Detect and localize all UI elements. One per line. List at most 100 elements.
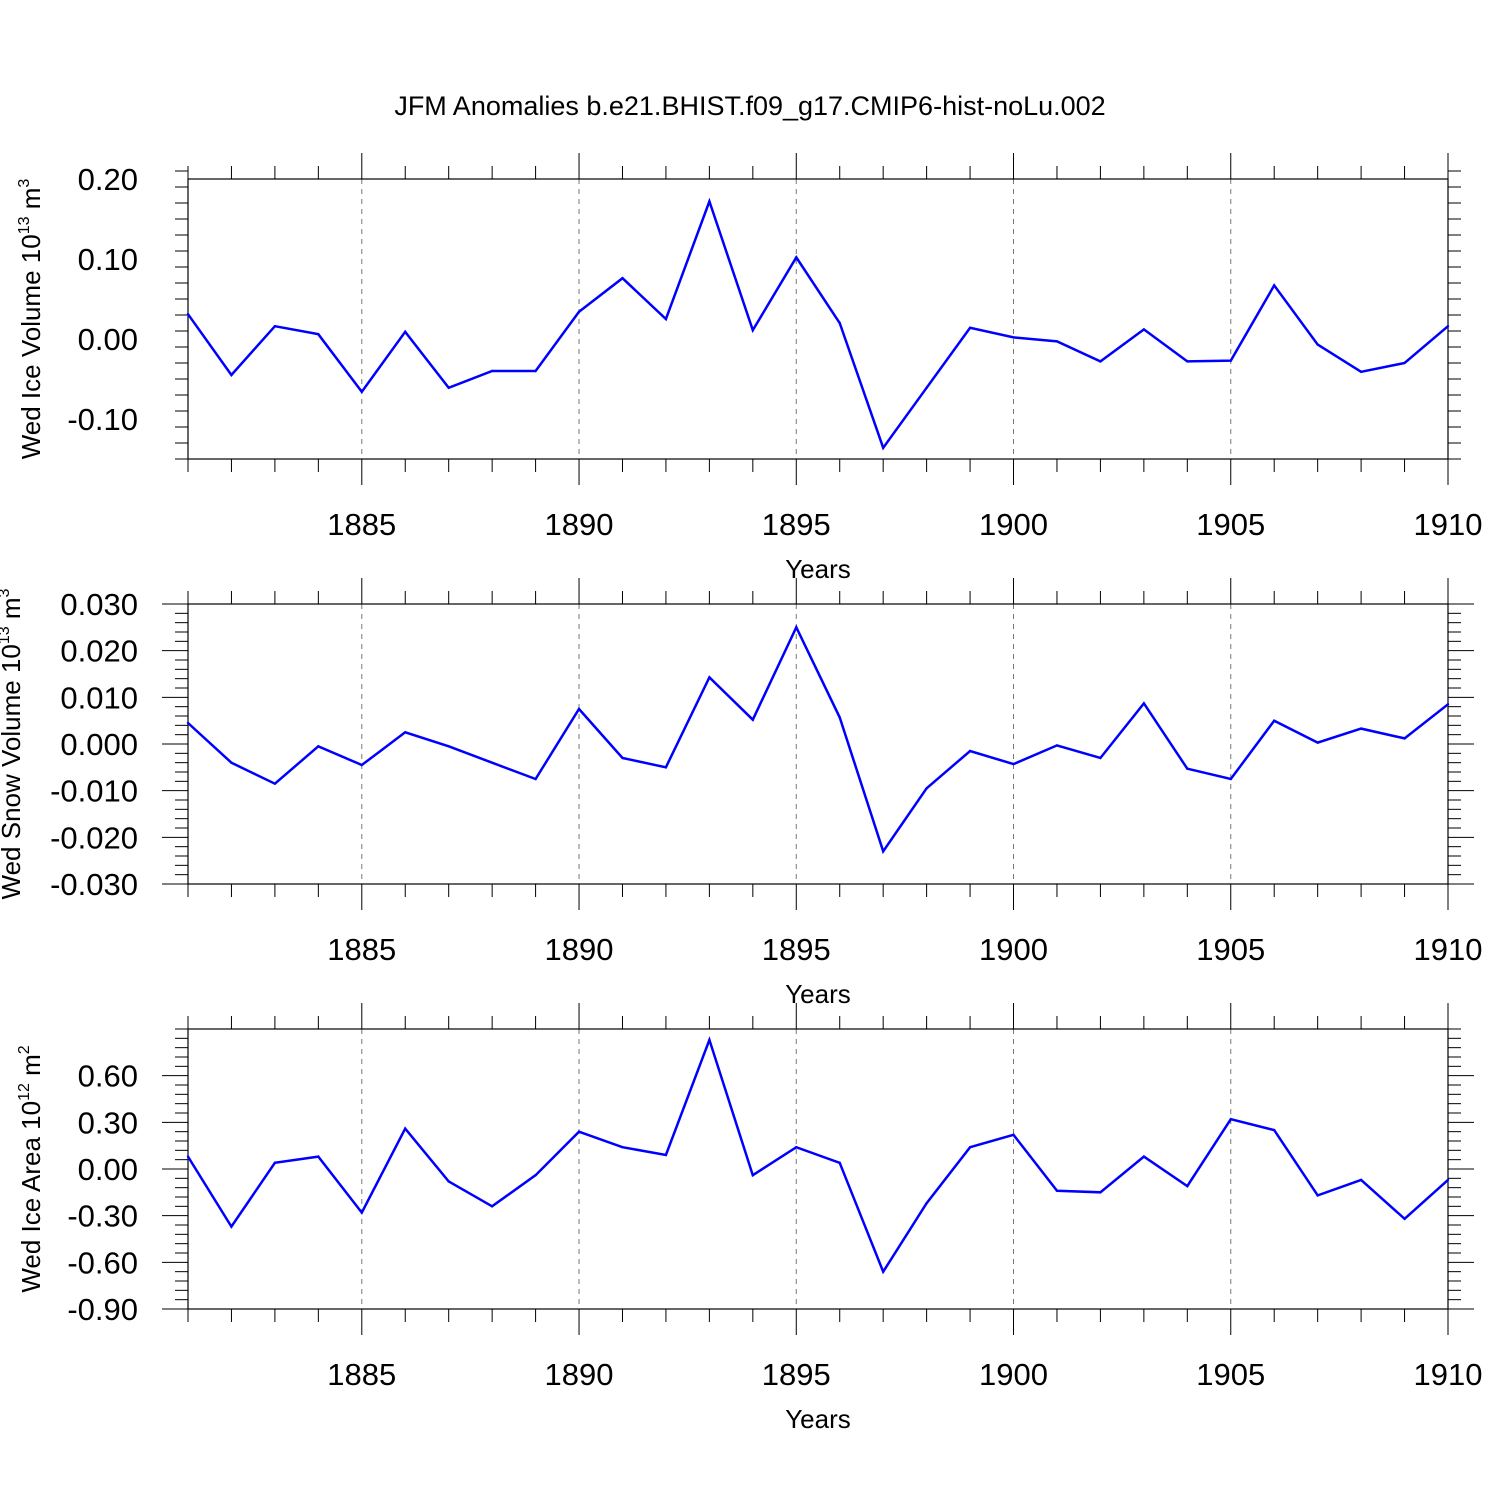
ice-area-data-point — [273, 1161, 277, 1164]
snow-volume-data-point — [273, 782, 277, 785]
ice-area-data-point — [1273, 1128, 1276, 1132]
ice-volume-data-point — [230, 373, 233, 377]
snow-volume-data-point — [664, 766, 668, 769]
snow-volume-data-point — [881, 850, 885, 853]
ice-area-data-point — [795, 1146, 798, 1149]
snow-volume-x-axis-label: Years — [785, 979, 851, 1009]
snow-volume-data-point — [1099, 756, 1102, 760]
ice-area-xtick-label: 1905 — [1196, 1357, 1265, 1392]
ice-area-ytick-label: -0.60 — [67, 1245, 138, 1280]
ice-area-data-point — [925, 1202, 928, 1205]
ice-volume-data-point — [1403, 361, 1406, 365]
ice-volume-xtick-label: 1905 — [1196, 507, 1265, 542]
snow-volume-data-point — [1446, 703, 1450, 706]
ice-volume-data-point — [881, 446, 885, 449]
snow-volume-xtick-label: 1905 — [1196, 932, 1265, 967]
ice-volume-data-point — [404, 330, 407, 333]
ice-volume-data-point — [925, 386, 928, 389]
ice-area-data-point — [1316, 1194, 1319, 1197]
snow-volume-data-point — [1229, 777, 1232, 781]
ice-volume-data-point — [1359, 370, 1363, 373]
snow-volume-data-point — [1055, 744, 1059, 747]
ice-volume-data-point — [1446, 325, 1450, 328]
ice-volume-y-axis-label: Wed Ice Volume 1013 m3 — [16, 179, 46, 460]
ice-area-ytick-label: 0.00 — [78, 1152, 138, 1187]
ice-area-y-axis-label: Wed Ice Area 1012 m2 — [16, 1045, 46, 1292]
ice-volume-data-point — [621, 277, 624, 280]
ice-area-xtick-label: 1900 — [979, 1357, 1048, 1392]
snow-volume-data-point — [751, 718, 755, 721]
snow-volume-ytick-label: 0.020 — [60, 634, 138, 669]
ice-volume-plot-frame — [187, 178, 1449, 460]
ice-area-data-point — [230, 1225, 233, 1228]
ice-volume-data-point — [1273, 284, 1276, 287]
ice-volume-data-point — [1186, 360, 1189, 363]
ice-volume-xtick-label: 1910 — [1414, 507, 1483, 542]
ice-area-data-point — [708, 1038, 711, 1042]
snow-volume-ytick-label: -0.020 — [50, 820, 138, 855]
ice-volume-x-axis-label: Years — [785, 554, 851, 584]
y-label-exponent: 12 — [16, 1083, 33, 1101]
y-label-exponent: 13 — [0, 626, 13, 644]
ice-area-data-point — [1012, 1133, 1015, 1136]
ice-area-data-point — [621, 1146, 624, 1149]
snow-volume-data-point — [534, 777, 537, 781]
ice-volume-xtick-label: 1900 — [979, 507, 1048, 542]
ice-area-data-point — [1229, 1118, 1232, 1121]
ice-volume-data-point — [751, 329, 755, 332]
ice-area-data-point — [1142, 1155, 1146, 1158]
snow-volume-data-point — [360, 763, 363, 767]
ice-volume-data-point — [186, 313, 190, 316]
ice-volume-series-line — [186, 197, 1449, 451]
y-label-text: Wed Ice Area 10 — [16, 1101, 46, 1293]
snow-volume-data-point — [186, 721, 190, 725]
snow-volume-data-point — [1273, 719, 1276, 722]
ice-area-data-point — [360, 1211, 363, 1214]
ice-volume-xtick-label: 1890 — [545, 507, 614, 542]
ice-area-plot-frame — [187, 1028, 1449, 1310]
ice-volume-ytick-label: 0.20 — [78, 162, 138, 197]
ice-volume-data-point — [708, 200, 711, 203]
y-label-text: Wed Snow Volume 10 — [0, 644, 26, 899]
snow-volume-data-point — [1186, 767, 1189, 770]
snow-volume-xtick-label: 1890 — [545, 932, 614, 967]
y-label-unit-exponent: 2 — [16, 1045, 33, 1054]
ice-volume-ytick-label: 0.10 — [78, 242, 138, 277]
ice-volume-data-point — [577, 310, 581, 313]
snow-volume-ytick-label: 0.000 — [60, 727, 138, 762]
snow-volume-data-point — [317, 745, 320, 748]
snow-volume-xtick-label: 1895 — [762, 932, 831, 967]
snow-volume-ytick-label: 0.030 — [60, 587, 138, 622]
ice-volume-ytick-label: -0.10 — [67, 402, 138, 437]
ice-area-data-point — [404, 1127, 407, 1130]
ice-area-data-point — [1359, 1178, 1363, 1182]
snow-volume-data-point — [925, 787, 928, 790]
snow-volume-data-point — [795, 626, 798, 629]
snow-volume-xtick-label: 1885 — [327, 932, 396, 967]
snow-volume-data-point — [1142, 702, 1146, 705]
snow-volume-data-point — [621, 756, 624, 760]
y-label-text: Wed Ice Volume 10 — [16, 234, 46, 459]
chart-title: JFM Anomalies b.e21.BHIST.f09_g17.CMIP6-… — [394, 91, 1105, 121]
ice-area-data-point — [534, 1174, 537, 1177]
snow-volume-data-point — [968, 749, 972, 753]
ice-area-data-point — [1055, 1189, 1059, 1192]
ice-area-xtick-label: 1895 — [762, 1357, 831, 1392]
ice-area-panel: 0.60 0.30 0.00 -0.30 -0.60 -0.90 1885 1890 1895 1… — [16, 1003, 1482, 1434]
snow-volume-ytick-label: -0.010 — [50, 774, 138, 809]
ice-area-data-point — [664, 1153, 668, 1157]
ice-area-x-axis-label: Years — [785, 1404, 851, 1434]
ice-area-series-line — [186, 1036, 1449, 1275]
ice-volume-xtick-label: 1885 — [327, 507, 396, 542]
snow-volume-panel: 0.030 0.020 0.010 0.000 -0.010 -0.020 -0.030 18… — [0, 578, 1482, 1009]
snow-volume-xtick-label: 1910 — [1414, 932, 1483, 967]
ice-volume-data-point — [360, 390, 363, 393]
ice-volume-data-point — [664, 317, 668, 321]
snow-volume-y-axis-label: Wed Snow Volume 1013 m3 — [0, 588, 26, 899]
ice-volume-data-point — [447, 386, 450, 389]
snow-volume-ytick-label: 0.010 — [60, 680, 138, 715]
ice-volume-data-point — [490, 369, 494, 373]
ice-area-ytick-label: -0.90 — [67, 1292, 138, 1327]
ice-area-xtick-label: 1910 — [1414, 1357, 1483, 1392]
